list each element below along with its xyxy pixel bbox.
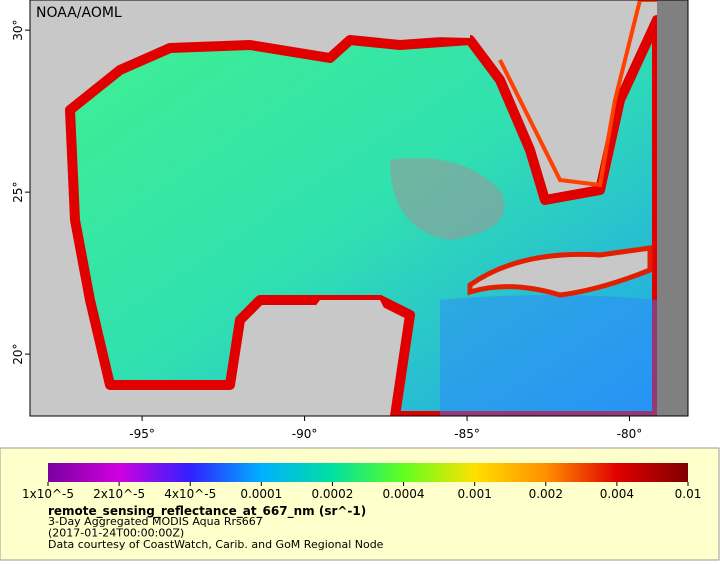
y-tick-label: 25° [11,181,25,202]
colorbar-tick-label: 0.001 [457,487,491,501]
y-tick-label: 30° [11,19,25,40]
x-tick-label: -95° [129,427,155,441]
map-image [30,0,688,416]
x-tick-label: -85° [454,427,480,441]
colorbar [48,463,688,482]
caption-line: (2017-01-24T00:00:00Z) [48,527,184,540]
x-tick-label: -80° [617,427,643,441]
map-frame [29,0,689,417]
x-tick-label: -90° [292,427,318,441]
colorbar-tick-label: 0.01 [675,487,702,501]
colorbar-tick-label: 4x10^-5 [164,487,216,501]
colorbar-tick-label: 0.002 [529,487,563,501]
colorbar-tick-label: 0.0001 [240,487,282,501]
y-tick-label: 20° [11,343,25,364]
colorbar-tick-label: 1x10^-5 [22,487,74,501]
caption-line: Data courtesy of CoastWatch, Carib. and … [48,538,384,551]
caption-line: 3-Day Aggregated MODIS Aqua Rrs667 [48,515,263,528]
colorbar-tick-label: 2x10^-5 [93,487,145,501]
colorbar-tick-label: 0.0004 [383,487,425,501]
colorbar-tick-label: 0.004 [600,487,634,501]
credit: NOAA/AOML [36,5,122,21]
colorbar-tick-label: 0.0002 [311,487,353,501]
caption-title: remote_sensing_reflectance_at_667_nm (sr… [48,504,366,519]
